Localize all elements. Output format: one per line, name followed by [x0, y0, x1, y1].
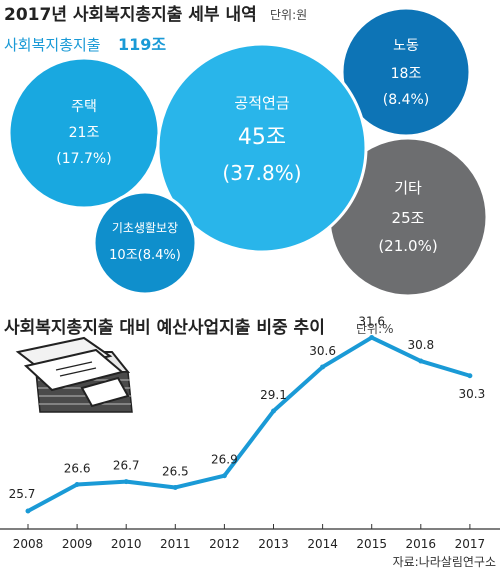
data-label: 29.1: [260, 388, 287, 402]
bubble-group: 기타 25조 (21.0%) 노동 18조 (8.4%) 주택 21조 (17.7%) 공적연금 4…: [7, 6, 489, 298]
x-tick-label: 2013: [258, 537, 289, 551]
data-point: [172, 484, 178, 490]
x-tick-label: 2017: [455, 537, 486, 551]
line-chart-unit: 단위:%: [356, 322, 394, 336]
bubble-chart-title: 2017년 사회복지총지출 세부 내역: [4, 5, 257, 25]
data-label: 26.9: [211, 453, 238, 467]
bubble-3: 노동 18조 (8.4%): [340, 6, 472, 138]
bubble-circle: [92, 190, 198, 296]
bubble-amount: 10조(8.4%): [109, 248, 181, 263]
line-chart-title: 사회복지총지출 대비 예산사업지출 비중 추이: [4, 318, 325, 338]
bubble-1: 주택 21조 (17.7%): [7, 56, 161, 210]
data-label: 26.6: [64, 462, 91, 476]
x-tick-label: 2014: [307, 537, 338, 551]
bubble-amount: 21조: [69, 125, 100, 141]
line-chart: 2008 25.7 2009 26.6 2010 26.7 2011 26.5 2012 26.9…: [0, 315, 500, 551]
total-label: 사회복지총지출: [4, 36, 101, 54]
bubble-amount: 45조: [238, 125, 286, 150]
data-point: [467, 373, 473, 379]
data-label: 30.3: [459, 387, 486, 401]
bubble-percent: (37.8%): [222, 161, 301, 185]
total-value: 119조: [118, 35, 166, 54]
bubble-name: 기초생활보장: [112, 221, 178, 235]
bubble-name: 공적연금: [234, 94, 289, 112]
data-point: [271, 408, 276, 414]
data-point: [74, 482, 80, 488]
data-label: 31.6: [358, 315, 385, 329]
bubble-amount: 18조: [391, 66, 422, 82]
series-line: [26, 335, 472, 513]
data-point: [418, 358, 424, 364]
bubble-name: 기타: [394, 179, 422, 197]
data-point: [123, 479, 129, 485]
bubble-circle: [156, 42, 368, 254]
data-label: 25.7: [9, 487, 36, 501]
bubble-circle: [340, 6, 472, 138]
bubble-5: 기타 25조 (21.0%): [327, 136, 489, 298]
data-point: [25, 508, 31, 514]
x-tick-label: 2010: [111, 537, 142, 551]
data-point: [221, 473, 227, 479]
bubble-name: 주택: [71, 99, 97, 115]
bubble-amount: 25조: [392, 209, 425, 227]
x-tick-label: 2012: [209, 537, 240, 551]
data-label: 30.6: [309, 344, 336, 358]
data-label: 26.5: [162, 464, 189, 478]
bubble-percent: (8.4%): [383, 92, 430, 108]
bubble-name: 노동: [393, 38, 419, 54]
document-stack-illustration: [15, 336, 133, 413]
bubble-percent: (21.0%): [378, 237, 437, 255]
x-tick-label: 2016: [406, 537, 437, 551]
data-point: [320, 364, 326, 370]
bubble-4: 기초생활보장 10조(8.4%): [92, 190, 198, 296]
data-label: 26.7: [113, 459, 140, 473]
x-tick-label: 2011: [160, 537, 191, 551]
data-point: [369, 335, 375, 341]
data-label: 30.8: [407, 338, 434, 352]
bubble-percent: (17.7%): [56, 151, 111, 167]
bubble-2: 공적연금 45조 (37.8%): [156, 42, 368, 254]
source-credit: 자료:나라살림연구소: [393, 555, 496, 569]
x-tick-label: 2009: [62, 537, 93, 551]
x-tick-label: 2008: [13, 537, 44, 551]
x-tick-label: 2015: [356, 537, 387, 551]
bubble-chart-unit: 단위:원: [270, 8, 307, 22]
